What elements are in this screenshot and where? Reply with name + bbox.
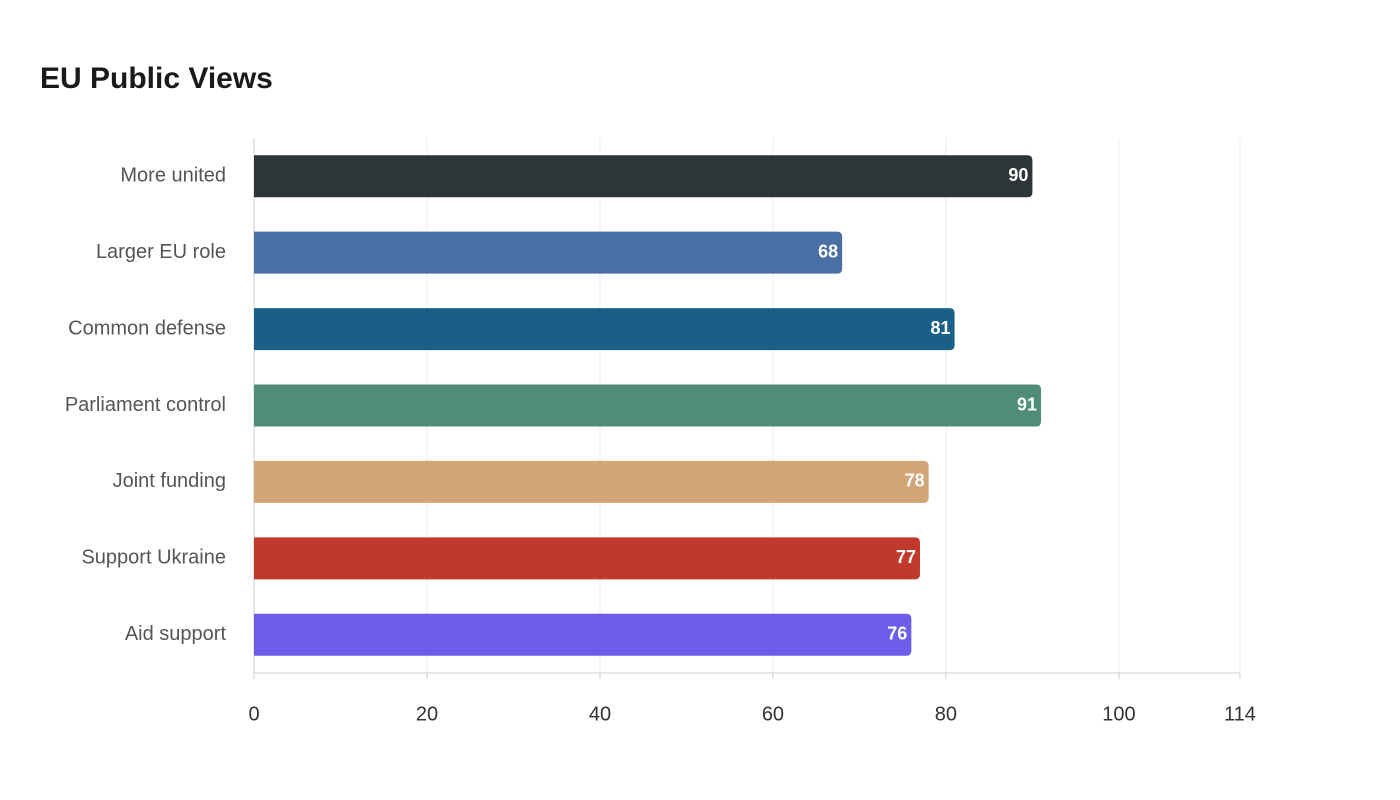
bar [254,231,843,274]
value-label: 77 [896,547,916,567]
bar [254,460,929,503]
bar [254,155,1033,198]
x-tick-label: 40 [589,703,611,725]
y-tick-label: Aid support [125,623,227,645]
value-label: 78 [905,471,925,491]
bar [254,308,955,351]
bar [254,384,1042,427]
x-tick-label: 20 [416,703,438,725]
y-tick-label: Joint funding [113,470,226,492]
x-tick-label: 60 [762,703,784,725]
x-tick-label: 80 [935,703,957,725]
x-tick-label: 100 [1102,703,1135,725]
x-tick-label: 114 [1224,703,1256,725]
y-tick-label: Parliament control [65,394,226,416]
y-tick-label: Support Ukraine [81,547,226,569]
value-label: 76 [887,624,907,644]
value-label: 81 [931,318,951,338]
chart-title: EU Public Views [40,62,273,95]
y-tick-label: More united [120,164,226,186]
x-tick-label: 0 [248,703,259,725]
bar [254,537,920,580]
y-tick-label: Common defense [68,317,226,339]
bar [254,613,912,656]
value-label: 90 [1008,165,1028,185]
y-tick-label: Larger EU role [96,241,226,263]
value-label: 68 [818,241,838,261]
value-label: 91 [1017,394,1037,414]
